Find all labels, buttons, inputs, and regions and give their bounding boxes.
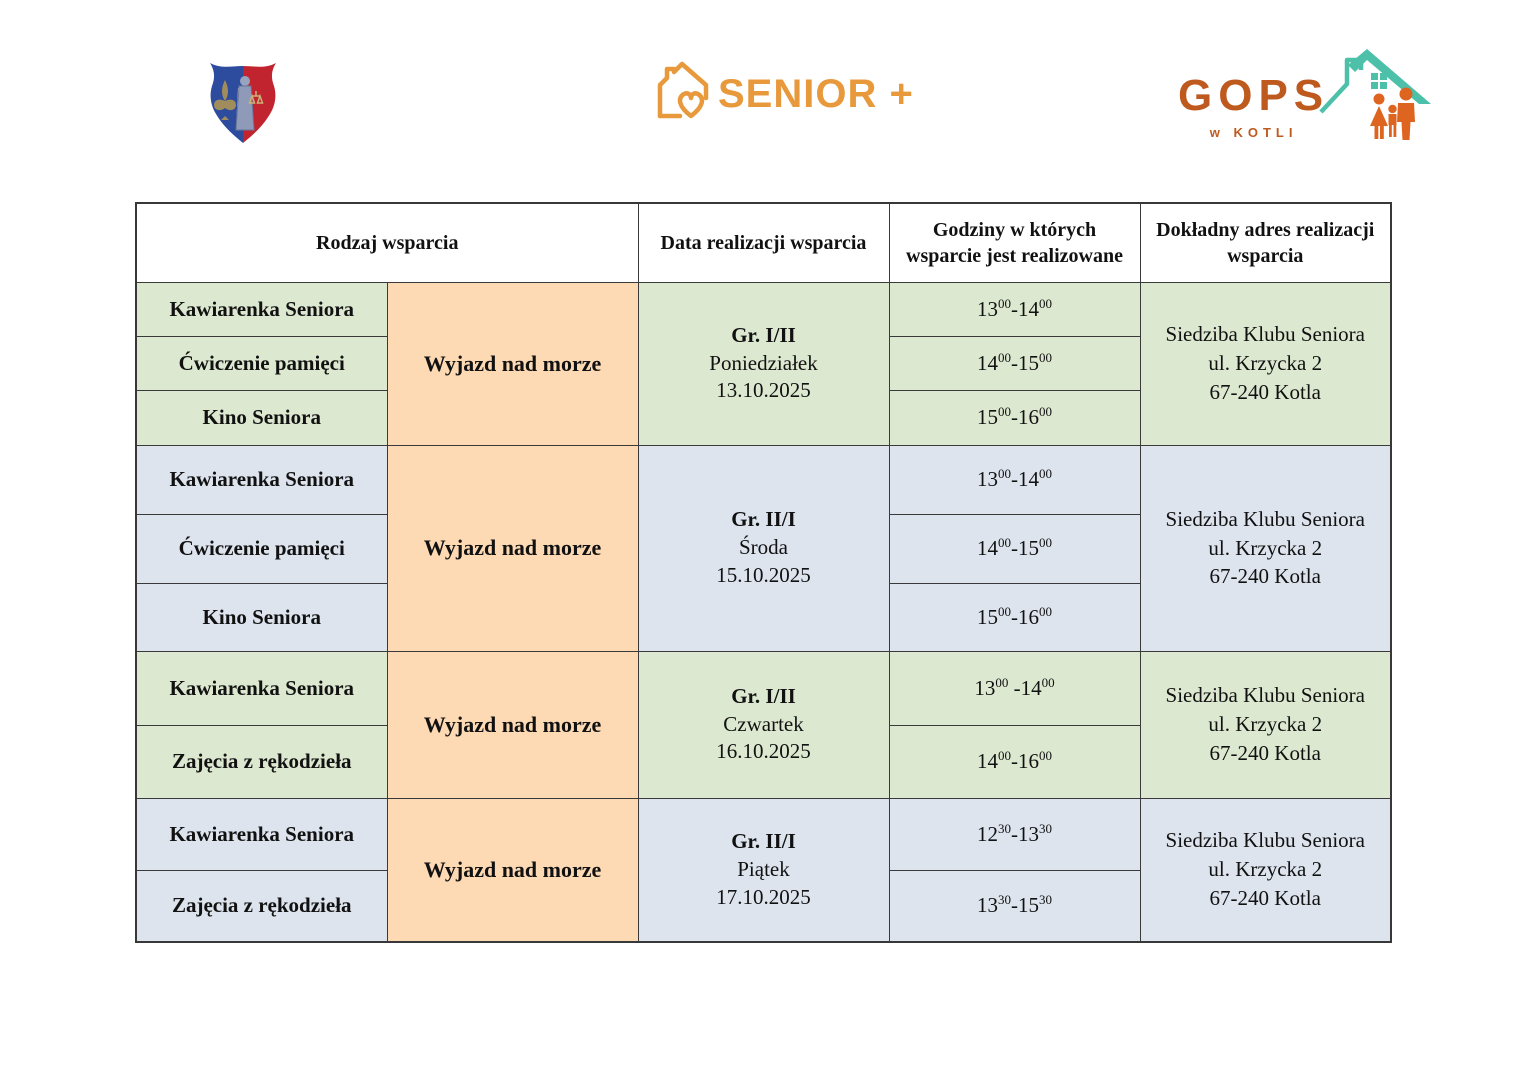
address-line: ul. Krzycka 2 xyxy=(1208,351,1323,376)
group-label: Gr. II/I xyxy=(731,829,796,854)
address-line: Siedziba Klubu Seniora xyxy=(1165,506,1365,531)
schedule-row: Ćwiczenie pamięci 1400-1500 xyxy=(135,335,1391,391)
header-rodzaj-wsparcia: Rodzaj wsparcia xyxy=(135,202,639,283)
date-label: 16.10.2025 xyxy=(716,739,811,764)
time-cell: 1400-1500 xyxy=(888,513,1141,584)
day-label: Poniedziałek xyxy=(709,350,818,375)
time-cell: 1400-1500 xyxy=(888,335,1141,391)
schedule-row: Kawiarenka Seniora Wyjazd nad morze Gr. I/… xyxy=(135,281,1392,446)
activity-cell: Kawiarenka Seniora xyxy=(135,444,388,515)
address-line: Siedziba Klubu Seniora xyxy=(1165,683,1365,708)
address-line: 67-240 Kotla xyxy=(1209,379,1321,404)
gops-logo: GOPS w KOTLI xyxy=(1178,46,1437,146)
address-line: Siedziba Klubu Seniora xyxy=(1165,322,1365,347)
schedule-row: Kawiarenka Seniora Wyjazd nad morze Gr. II… xyxy=(135,797,1392,943)
activity-cell: Zajęcia z rękodzieła xyxy=(135,724,388,799)
activity-cell: Kino Seniora xyxy=(135,582,388,652)
address-line: ul. Krzycka 2 xyxy=(1208,712,1323,737)
schedule-row: Ćwiczenie pamięci 1400-1500 xyxy=(135,513,1391,584)
address-cell: Siedziba Klubu Seniora ul. Krzycka 2 67-24… xyxy=(1139,444,1392,652)
header-adres: Dokładny adres realizacji wsparcia xyxy=(1139,202,1392,283)
schedule-row: Kawiarenka Seniora Wyjazd nad morze Gr. I/… xyxy=(135,650,1392,799)
municipal-crest-logo xyxy=(203,60,283,151)
activity-cell: Zajęcia z rękodzieła xyxy=(135,869,388,943)
address-line: ul. Krzycka 2 xyxy=(1208,857,1323,882)
time-cell: 1500-1600 xyxy=(888,389,1141,446)
time-cell: 1230-1330 xyxy=(888,797,1141,871)
date-cell: Gr. II/I Piątek 17.10.2025 xyxy=(637,797,890,943)
time-cell: 1300-1400 xyxy=(888,281,1141,337)
activity-cell: Kino Seniora xyxy=(135,389,388,446)
group-label: Gr. I/II xyxy=(731,322,796,347)
gops-subtitle: w KOTLI xyxy=(1209,125,1298,140)
address-cell: Siedziba Klubu Seniora ul. Krzycka 2 67-24… xyxy=(1139,650,1392,799)
trip-cell: Wyjazd nad morze xyxy=(386,281,639,446)
address-line: Siedziba Klubu Seniora xyxy=(1165,828,1365,853)
schedule-table-body: Kawiarenka Seniora Wyjazd nad morze Gr. I/… xyxy=(135,281,1392,943)
table-header-row: Rodzaj wsparcia Data realizacji wsparcia… xyxy=(135,202,1392,283)
address-line: 67-240 Kotla xyxy=(1209,886,1321,911)
day-label: Piątek xyxy=(737,856,790,881)
schedule-table: Rodzaj wsparcia Data realizacji wsparcia… xyxy=(135,202,1392,943)
date-label: 15.10.2025 xyxy=(716,562,811,587)
gops-title: GOPS xyxy=(1178,71,1330,120)
header-data-realizacji: Data realizacji wsparcia xyxy=(637,202,890,283)
trip-cell: Wyjazd nad morze xyxy=(386,650,639,799)
activity-cell: Kawiarenka Seniora xyxy=(135,650,388,726)
address-line: 67-240 Kotla xyxy=(1209,564,1321,589)
activity-cell: Kawiarenka Seniora xyxy=(135,797,388,871)
day-label: Środa xyxy=(739,535,788,560)
time-cell: 1330-1530 xyxy=(888,869,1141,943)
day-label: Czwartek xyxy=(723,711,804,736)
date-label: 17.10.2025 xyxy=(716,884,811,909)
time-cell: 1500-1600 xyxy=(888,582,1141,652)
schedule-row: Zajęcia z rękodzieła 1330-1530 xyxy=(135,869,1391,943)
schedule-row: Kino Seniora 1500-1600 xyxy=(135,389,1391,446)
gops-wordmark: GOPS w KOTLI xyxy=(1178,71,1330,141)
activity-cell: Ćwiczenie pamięci xyxy=(135,335,388,391)
time-cell: 1300-1400 xyxy=(888,444,1141,515)
address-cell: Siedziba Klubu Seniora ul. Krzycka 2 67-24… xyxy=(1139,797,1392,943)
senior-plus-logo: SENIOR + xyxy=(650,58,914,120)
date-cell: Gr. I/II Poniedziałek 13.10.2025 xyxy=(637,281,890,446)
trip-cell: Wyjazd nad morze xyxy=(386,444,639,652)
senior-plus-wordmark: SENIOR + xyxy=(718,72,914,116)
group-label: Gr. I/II xyxy=(731,683,796,708)
schedule-row: Kino Seniora 1500-1600 xyxy=(135,582,1391,652)
activity-cell: Ćwiczenie pamięci xyxy=(135,513,388,584)
senior-plus-house-heart-icon xyxy=(657,61,709,119)
trip-cell: Wyjazd nad morze xyxy=(386,797,639,943)
activity-cell: Kawiarenka Seniora xyxy=(135,281,388,337)
time-cell: 1300 -1400 xyxy=(888,650,1141,726)
gops-house-family-icon xyxy=(1319,49,1432,140)
address-line: 67-240 Kotla xyxy=(1209,740,1321,765)
schedule-row: Kawiarenka Seniora Wyjazd nad morze Gr. II… xyxy=(135,444,1392,652)
crest-shield-icon xyxy=(210,63,276,143)
date-label: 13.10.2025 xyxy=(716,378,811,403)
schedule-row: Zajęcia z rękodzieła 1400-1600 xyxy=(135,724,1391,799)
date-cell: Gr. II/I Środa 15.10.2025 xyxy=(637,444,890,652)
time-cell: 1400-1600 xyxy=(888,724,1141,799)
group-label: Gr. II/I xyxy=(731,507,796,532)
address-cell: Siedziba Klubu Seniora ul. Krzycka 2 67-24… xyxy=(1139,281,1392,446)
date-cell: Gr. I/II Czwartek 16.10.2025 xyxy=(637,650,890,799)
header-godziny: Godziny w których wsparcie jest realizow… xyxy=(888,202,1141,283)
address-line: ul. Krzycka 2 xyxy=(1208,535,1323,560)
